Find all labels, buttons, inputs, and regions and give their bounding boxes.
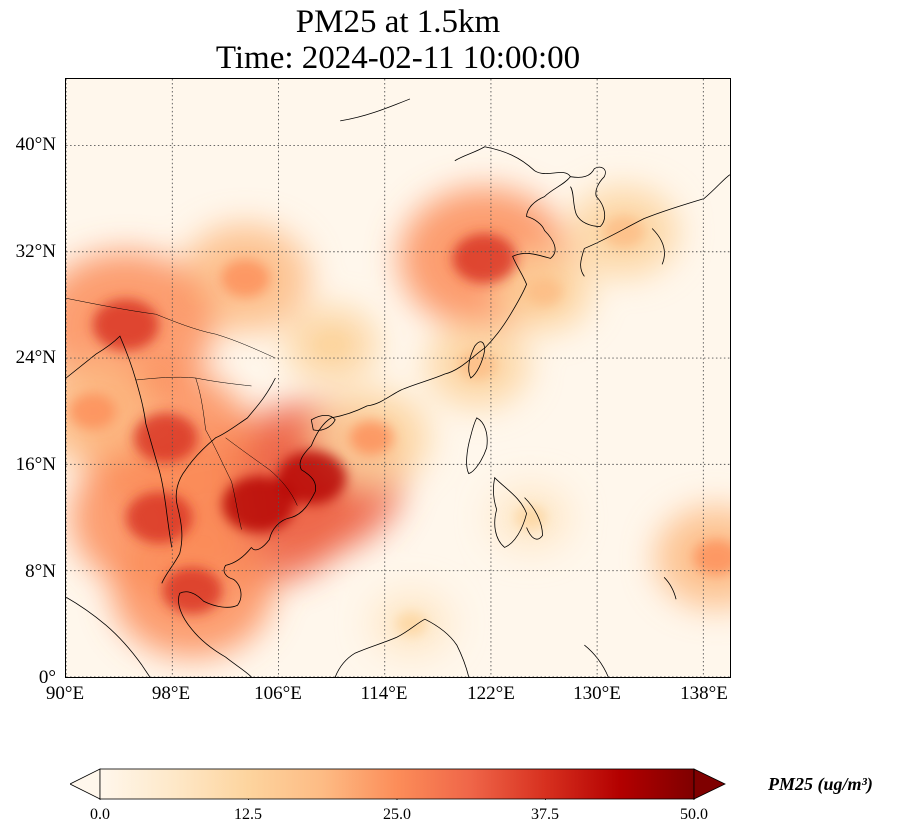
pm25-hotspot-core [395, 611, 427, 636]
pm25-hotspot-core [693, 539, 730, 576]
pm25-hotspot-core [525, 277, 563, 306]
pm25-hotspot-core [220, 259, 270, 298]
pm25-hotspot-core [314, 331, 350, 359]
colorbar-tick-4: 50.0 [680, 806, 708, 823]
colorbar-tick-2: 25.0 [383, 806, 411, 823]
pm25-map [65, 78, 731, 678]
coastlines [66, 98, 730, 677]
colorbar [70, 768, 726, 800]
lat-label-0: 0° [38, 667, 56, 688]
concentration-field [66, 185, 730, 659]
colorbar-extend-max [693, 768, 726, 800]
pm25-hotspot-core [133, 412, 198, 463]
pm25-hotspot-core [603, 215, 645, 248]
lon-label-130: 130°E [573, 683, 621, 704]
colorbar-gradient [99, 768, 695, 800]
lon-label-90: 90°E [45, 683, 85, 704]
colorbar-ticks [99, 799, 695, 800]
pm25-hotspot-core [92, 299, 160, 351]
lon-label-138: 138°E [680, 683, 728, 704]
colorbar-tick-1: 12.5 [234, 806, 262, 823]
pm25-hotspot-core [349, 420, 394, 455]
pm25-hotspot-core [125, 491, 193, 544]
lon-label-122: 122°E [467, 683, 515, 704]
lat-label-8: 8°N [25, 561, 56, 582]
map-title-line1: PM25 at 1.5km [295, 4, 501, 40]
lon-label-98: 98°E [151, 683, 191, 704]
lat-label-32: 32°N [15, 241, 56, 262]
colorbar-tick-3: 37.5 [531, 806, 559, 823]
pm25-hotspot-core [515, 505, 547, 530]
map-title-line2: Time: 2024-02-11 10:00:00 [215, 40, 581, 76]
lon-label-106: 106°E [254, 683, 302, 704]
colorbar-label: PM25 (ug/m³) [768, 774, 873, 794]
pm25-hotspot [654, 505, 730, 609]
lon-label-114: 114°E [360, 683, 408, 704]
colorbar-tick-0: 0.0 [90, 806, 110, 823]
pm25-hotspot-core [222, 475, 295, 533]
pm25-hotspot-core [452, 233, 517, 284]
pm25-hotspot-core [162, 567, 223, 614]
lat-label-24: 24°N [15, 347, 56, 368]
colorbar-extend-min [70, 768, 101, 800]
lat-label-16: 16°N [15, 454, 56, 475]
pm25-hotspot-core [69, 393, 116, 430]
lat-label-40: 40°N [15, 134, 56, 155]
pm25-hotspot-core [458, 349, 498, 380]
